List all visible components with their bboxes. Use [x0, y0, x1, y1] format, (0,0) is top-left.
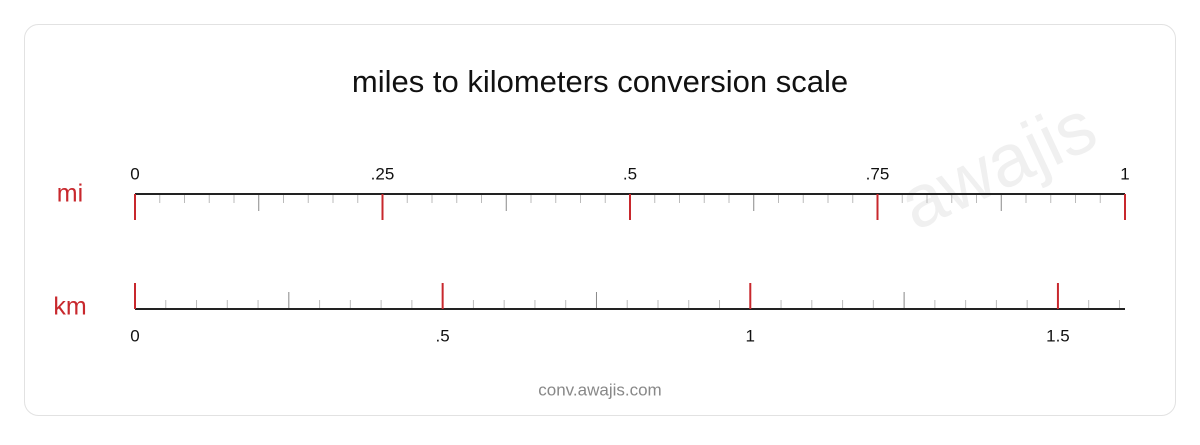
- unit-label: km: [53, 293, 86, 321]
- tick-label: .5: [436, 326, 450, 345]
- tick-label: .25: [371, 164, 395, 183]
- tick-label: 1: [1120, 164, 1129, 183]
- tick-label: 0: [130, 326, 139, 345]
- unit-label: mi: [57, 180, 83, 208]
- tick-label: .75: [866, 164, 890, 183]
- title: miles to kilometers conversion scale: [352, 64, 848, 99]
- card: [24, 24, 1176, 416]
- tick-label: 0: [130, 164, 139, 183]
- tick-label: 1: [746, 326, 755, 345]
- tick-label: 1.5: [1046, 326, 1070, 345]
- footer: conv.awajis.com: [538, 380, 661, 399]
- tick-label: .5: [623, 164, 637, 183]
